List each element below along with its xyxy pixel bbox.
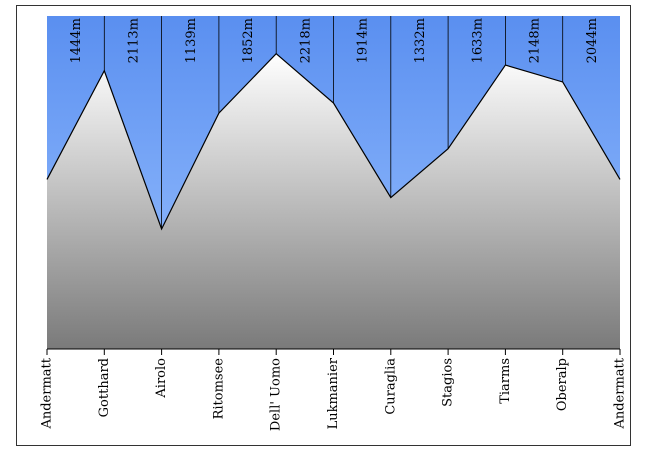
mountain-area [47,53,620,349]
station-label: Ritomsee [211,358,226,420]
elevation-label: 1139m [184,18,199,63]
station-label: Oberalp [555,358,570,411]
elevation-label: 2218m [298,18,313,63]
elevation-label: 1852m [241,18,256,63]
station-label: Stagios [441,358,456,407]
elevation-label: 2044m [585,18,600,63]
elevation-label: 1914m [356,18,371,63]
elevation-label: 1332m [413,18,428,63]
station-label: Andermatt [40,357,55,429]
station-label: Airolo [154,358,169,399]
elevation-label: 2113m [126,18,141,63]
station-label: Gotthard [97,358,112,417]
station-label: Dell' Uomo [269,358,284,431]
ridge-line [46,52,621,231]
station-label: Andermatt [613,357,628,429]
station-label: Lukmanier [326,357,341,429]
elevation-label: 1633m [470,18,485,63]
station-label: Tiarms [498,358,513,404]
station-label: Curaglia [383,358,398,415]
elevation-label: 2148m [528,18,543,63]
elevation-label: 1444m [69,18,84,63]
